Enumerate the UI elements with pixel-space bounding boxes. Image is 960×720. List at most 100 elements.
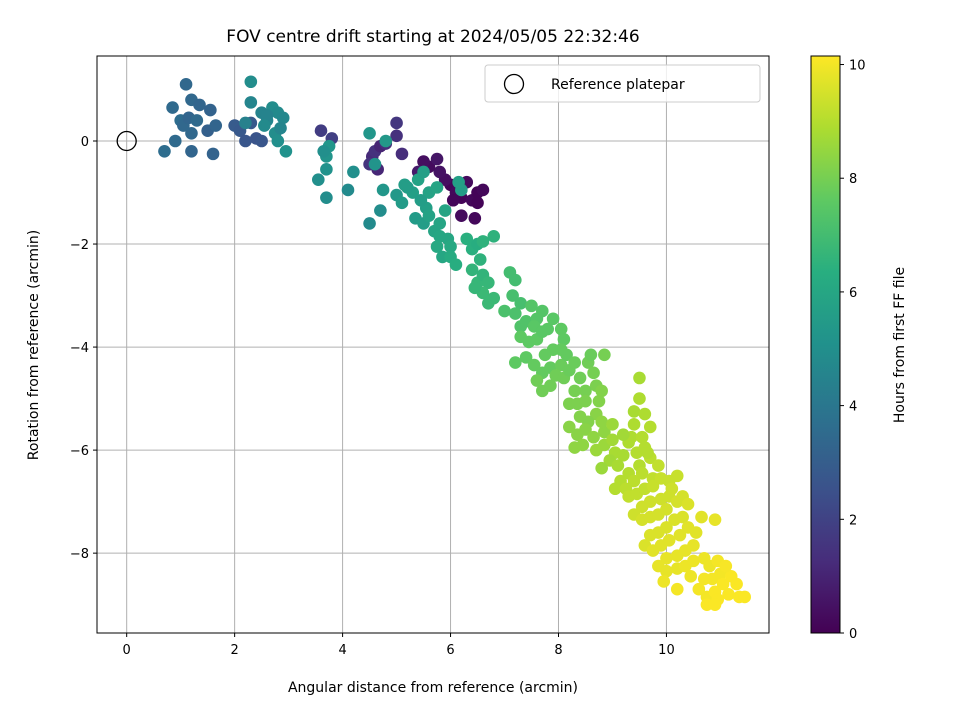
data-point <box>660 564 673 578</box>
data-point <box>417 165 430 179</box>
data-point <box>719 559 733 573</box>
data-point <box>473 253 487 266</box>
data-point <box>681 497 695 511</box>
data-point <box>239 116 252 130</box>
data-point <box>611 459 625 472</box>
colorbar-tick-label: 10 <box>849 59 866 74</box>
data-point <box>730 577 743 591</box>
data-point <box>662 533 676 547</box>
data-point <box>206 147 220 161</box>
data-point <box>568 356 581 369</box>
data-point <box>255 134 268 148</box>
data-point <box>276 111 290 125</box>
data-point <box>433 217 447 230</box>
colorbar-ticks: 0 2 4 6 8 10 <box>840 59 866 642</box>
data-point <box>320 163 333 176</box>
x-tick-label: 6 <box>446 643 454 658</box>
data-point <box>438 204 452 217</box>
data-point <box>635 466 649 480</box>
data-point <box>433 165 447 179</box>
data-point <box>158 145 171 158</box>
data-point <box>379 134 393 148</box>
legend: Reference platepar <box>484 64 761 103</box>
data-point <box>312 173 325 186</box>
data-point <box>363 217 376 230</box>
data-point <box>519 351 533 364</box>
data-point <box>487 291 501 305</box>
data-point <box>258 119 271 132</box>
data-point <box>643 528 657 542</box>
data-point <box>627 474 641 488</box>
data-point <box>635 500 649 514</box>
data-point <box>374 204 387 217</box>
data-point <box>168 134 182 148</box>
chart-title: FOV centre drift starting at 2024/05/05 … <box>226 27 639 47</box>
colorbar-tick-label: 8 <box>849 172 857 187</box>
data-point <box>452 175 465 189</box>
data-point <box>638 407 652 421</box>
data-point <box>627 418 641 431</box>
data-point <box>687 554 700 568</box>
data-point <box>695 510 708 524</box>
data-point <box>244 96 258 109</box>
data-point <box>668 513 681 526</box>
data-point <box>390 129 403 143</box>
data-point <box>606 418 619 431</box>
data-point <box>465 263 479 277</box>
data-point <box>697 572 711 586</box>
data-point <box>390 116 403 130</box>
data-point <box>209 119 223 132</box>
data-point <box>584 348 598 362</box>
data-point <box>633 371 646 385</box>
y-tick-label: −8 <box>70 547 89 562</box>
data-point <box>430 240 444 253</box>
data-points <box>158 75 752 611</box>
data-point <box>487 230 501 243</box>
data-point <box>193 98 206 112</box>
data-point <box>468 281 482 295</box>
data-point <box>670 469 684 483</box>
data-point <box>239 134 252 148</box>
data-point <box>538 348 552 362</box>
data-point <box>541 322 554 336</box>
data-point <box>401 181 414 194</box>
data-point <box>509 307 522 320</box>
data-point <box>376 183 390 197</box>
data-point <box>689 526 703 539</box>
data-point <box>530 374 544 387</box>
data-point <box>271 134 285 148</box>
y-tick-label: −6 <box>70 444 89 459</box>
data-point <box>260 108 274 122</box>
data-point <box>692 582 706 596</box>
data-point <box>660 503 673 516</box>
data-point <box>525 299 538 313</box>
colorbar-label: Hours from first FF file <box>892 267 908 423</box>
data-point <box>641 446 654 459</box>
data-point <box>363 126 376 140</box>
x-axis-ticks: 0 2 4 6 8 10 <box>123 633 675 658</box>
data-point <box>670 582 684 596</box>
data-point <box>185 145 198 158</box>
data-point <box>554 322 568 336</box>
data-point <box>608 482 622 496</box>
legend-box <box>484 64 761 103</box>
data-point <box>579 423 592 436</box>
legend-label: Reference platepar <box>551 77 685 93</box>
colorbar-gradient <box>810 55 841 634</box>
data-point <box>185 126 198 140</box>
data-point <box>595 384 608 398</box>
data-point <box>660 551 673 565</box>
colorbar: 0 2 4 6 8 10 Hours from first FF file <box>810 55 908 642</box>
data-point <box>395 196 409 210</box>
data-point <box>562 420 576 434</box>
data-point <box>341 183 355 197</box>
data-point <box>592 394 606 408</box>
data-point <box>446 193 460 207</box>
data-point <box>576 438 590 452</box>
x-tick-label: 0 <box>123 643 131 658</box>
data-point <box>347 165 360 179</box>
data-point <box>708 598 722 611</box>
plot-frame <box>96 55 770 634</box>
data-point <box>716 577 730 591</box>
reference-marker <box>116 130 137 152</box>
